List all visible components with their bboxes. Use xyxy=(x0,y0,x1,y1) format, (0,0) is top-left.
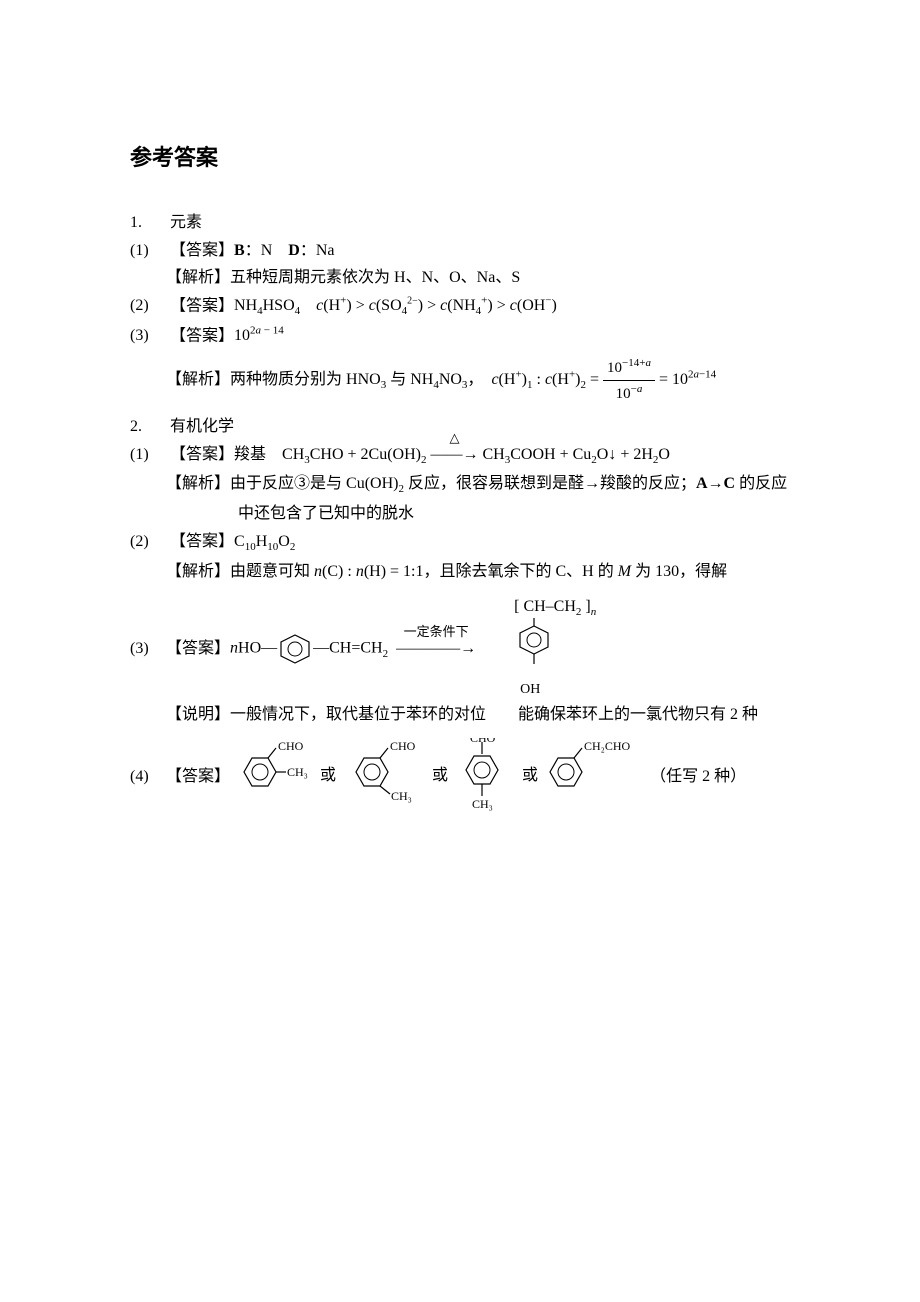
benzene-ring-icon xyxy=(277,633,313,665)
sub-num: (3) xyxy=(130,323,166,349)
q2-3-answer: (3) 【答案】 nHO——CH=CH2 一定条件下————→ [ CH–CH2… xyxy=(130,594,795,704)
q2-3-note: 【说明】一般情况下，取代基位于苯环的对位 能确保苯环上的一氯代物只有 2 种 xyxy=(130,702,795,728)
explain-label: 【解析】 xyxy=(166,475,230,492)
answer-label: 【答案】 xyxy=(170,297,234,314)
sub-num: (1) xyxy=(130,238,166,264)
q2-2-explain: 【解析】由题意可知 n(C) : n(H) = 1:1，且除去氧余下的 C、H … xyxy=(130,559,795,585)
answer-formula: NH4HSO4 c(H+) > c(SO42−) > c(NH4+) > c(O… xyxy=(234,297,557,314)
benzene-structure-icon: CHO CH₃ xyxy=(230,738,308,816)
explain-text: 由题意可知 n(C) : n(H) = 1:1，且除去氧余下的 C、H 的 M … xyxy=(230,563,727,580)
q2-4-answer: (4) 【答案】 CHO CH₃ 或 CHO CH₃ 或 CHO xyxy=(130,738,795,834)
note-label: 【说明】 xyxy=(166,706,230,723)
explain-label: 【解析】 xyxy=(166,563,230,580)
monomer-structure: nHO——CH=CH2 xyxy=(230,633,388,665)
sub-num: (2) xyxy=(130,529,166,555)
polymer-structure: [ CH–CH2 ]n OH xyxy=(484,594,634,704)
faded-line xyxy=(140,1001,795,1035)
faded-line xyxy=(140,967,795,1001)
section-heading: 元素 xyxy=(170,214,202,231)
section-num: 1. xyxy=(130,210,166,236)
answer-label: 【答案】 xyxy=(166,636,230,662)
svg-text:CHO: CHO xyxy=(278,739,304,753)
sub-num: (3) xyxy=(130,636,166,662)
isomer-ortho: CHO CH₃ xyxy=(230,738,308,816)
oh-label: OH xyxy=(520,679,540,701)
q2-1-answer: (1) 【答案】羧基 CH3CHO + 2Cu(OH)2 △——→ CH3COO… xyxy=(130,442,795,470)
answer-label: 【答案】 xyxy=(170,327,234,344)
explain-text: 由于反应③是与 Cu(OH)2 反应，很容易联想到是醛→羧酸的反应；A→C 的反… xyxy=(230,475,787,492)
answer-label: 【答案】 xyxy=(166,738,230,790)
q1-1-explain: 【解析】五种短周期元素依次为 H、N、O、Na、S xyxy=(130,265,795,291)
section-1-heading: 1. 元素 xyxy=(130,210,795,236)
answer-label: 【答案】 xyxy=(170,446,234,463)
benzene-structure-icon: CHO CH₃ xyxy=(342,738,420,816)
isomer-mono: CH₂CHO xyxy=(544,738,636,816)
sub-num: (1) xyxy=(130,442,166,468)
svg-text:CH₃: CH₃ xyxy=(391,789,412,803)
explain-text: 中还包含了已知中的脱水 xyxy=(238,505,414,522)
isomer-para: CHO CH₃ xyxy=(454,738,510,834)
or-text: 或 xyxy=(320,733,336,789)
q1-2-answer: (2) 【答案】NH4HSO4 c(H+) > c(SO42−) > c(NH4… xyxy=(130,293,795,321)
reaction-arrow: 一定条件下————→ xyxy=(396,636,476,662)
note-text: 一般情况下，取代基位于苯环的对位 能确保苯环上的一氯代物只有 2 种 xyxy=(230,706,758,723)
svg-text:CH₂CHO: CH₂CHO xyxy=(584,739,631,753)
explain-text: 五种短周期元素依次为 H、N、O、Na、S xyxy=(230,269,520,286)
explain-label: 【解析】 xyxy=(166,371,230,388)
sub-num: (2) xyxy=(130,293,166,319)
benzene-structure-icon: CHO CH₃ xyxy=(454,738,510,834)
q2-2-answer: (2) 【答案】C10H10O2 xyxy=(130,529,795,557)
faded-line xyxy=(140,934,795,968)
page-title: 参考答案 xyxy=(130,140,795,175)
q1-3-answer: (3) 【答案】102a − 14 xyxy=(130,323,795,349)
reaction-arrow-icon: △——→ xyxy=(431,442,479,468)
answer-label: 【答案】 xyxy=(170,533,234,550)
q1-3-explain: 【解析】两种物质分别为 HNO3 与 NH4NO3， c(H+)1 : c(H+… xyxy=(130,355,795,406)
answer-formula: C10H10O2 xyxy=(234,533,295,550)
or-text: 或 xyxy=(432,733,448,789)
q2-1-explain-cont: 中还包含了已知中的脱水 xyxy=(130,501,795,527)
section-num: 2. xyxy=(130,414,166,440)
answer-text: 羧基 CH3CHO + 2Cu(OH)2 △——→ CH3COOH + Cu2O… xyxy=(234,446,670,463)
explain-text: 两种物质分别为 HNO3 与 NH4NO3， c(H+)1 : c(H+)2 =… xyxy=(230,371,716,388)
q2-1-explain: 【解析】由于反应③是与 Cu(OH)2 反应，很容易联想到是醛→羧酸的反应；A→… xyxy=(130,471,795,499)
section-heading: 有机化学 xyxy=(170,418,234,435)
extra-text: （任写 2 种） xyxy=(650,738,746,790)
or-text: 或 xyxy=(522,733,538,789)
svg-text:CH₃: CH₃ xyxy=(287,765,308,779)
answer-power: 102a − 14 xyxy=(234,327,284,344)
faded-watermark xyxy=(130,934,795,1035)
svg-text:CH₃: CH₃ xyxy=(472,797,493,811)
explain-label: 【解析】 xyxy=(166,269,230,286)
svg-text:CHO: CHO xyxy=(390,739,416,753)
isomer-meta: CHO CH₃ xyxy=(342,738,420,816)
svg-text:CHO: CHO xyxy=(470,738,496,745)
q1-1-answer: (1) 【答案】B：N D：Na xyxy=(130,238,795,264)
benzene-structure-icon: CH₂CHO xyxy=(544,738,636,816)
answer-label: 【答案】 xyxy=(170,242,234,259)
benzene-ring-icon xyxy=(516,618,552,674)
sub-num: (4) xyxy=(130,738,166,790)
answer-text: B：N D：Na xyxy=(234,242,334,259)
